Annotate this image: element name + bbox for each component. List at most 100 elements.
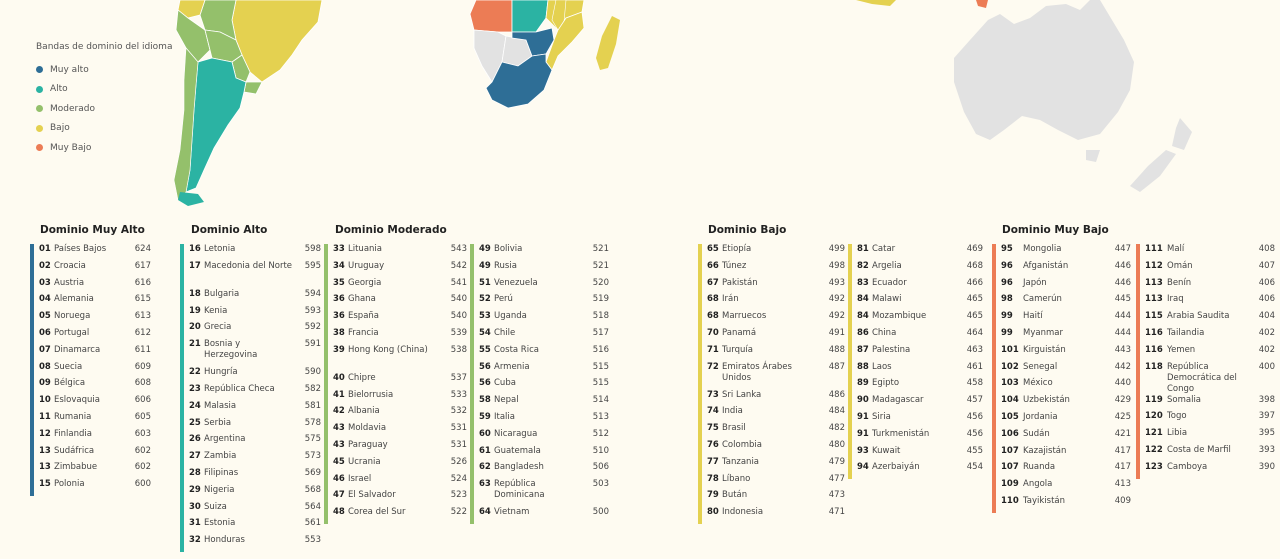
rank-number: 81 [857, 244, 869, 254]
country-name: Grecia [204, 322, 232, 333]
rank-number: 13 [39, 462, 51, 473]
ranking-row: 123 Camboya 390 [1145, 462, 1275, 479]
country-name: Finlandia [54, 428, 92, 439]
score-value: 537 [450, 372, 467, 383]
score-value: 400 [1258, 361, 1275, 372]
rank-number: 70 [707, 327, 719, 338]
country-name: Arabia Saudita [1167, 311, 1230, 322]
country-name: Kuwait [872, 445, 901, 456]
score-value: 526 [450, 456, 467, 467]
rank-number: 56 [479, 378, 491, 389]
rank-number: 07 [39, 344, 51, 355]
country-name: Somalia [1167, 394, 1202, 405]
rank-number: 121 [1145, 428, 1163, 439]
score-value: 468 [966, 260, 983, 271]
score-value: 612 [134, 327, 151, 338]
country-name: Letonia [204, 244, 236, 254]
ranking-row: 112 Omán 407 [1145, 261, 1275, 278]
ranking-row: 40 Chipre 537 [333, 373, 467, 390]
country-name: Ucrania [348, 456, 381, 467]
rank-number: 43 [333, 439, 345, 450]
ranking-row: 84 Mozambique 465 [857, 311, 983, 328]
rank-number: 19 [189, 305, 201, 316]
country-name: Angola [1023, 479, 1053, 490]
ranking-row: 120 Togo 397 [1145, 411, 1275, 428]
ranking-row: 94 Azerbaiyán 454 [857, 462, 983, 479]
score-value: 477 [828, 473, 845, 484]
rank-number: 103 [1001, 378, 1019, 389]
rank-number: 36 [333, 294, 345, 305]
ranking-row: 66 Túnez 498 [707, 261, 845, 278]
score-value: 464 [966, 327, 983, 338]
score-value: 500 [592, 507, 609, 518]
ranking-row: 77 Tanzania 479 [707, 457, 845, 474]
ranking-row: 10 Eslovaquia 606 [39, 395, 151, 412]
rank-number: 05 [39, 311, 51, 322]
ranking-row: 28 Filipinas 569 [189, 468, 321, 485]
ranking-row: 23 República Checa 582 [189, 384, 321, 401]
country-name: Polonia [54, 479, 85, 490]
africa [469, 0, 620, 109]
country-name: Catar [872, 244, 896, 254]
country-name: Albania [348, 406, 380, 417]
ranking-row: 29 Nigeria 568 [189, 485, 321, 502]
rank-number: 78 [707, 473, 719, 484]
score-value: 473 [828, 490, 845, 501]
score-value: 469 [966, 244, 983, 254]
score-value: 518 [592, 311, 609, 322]
ranking-row: 39 Hong Kong (China) 538 [333, 345, 467, 373]
country-name: Portugal [54, 327, 90, 338]
score-value: 444 [1114, 327, 1131, 338]
rank-number: 59 [479, 411, 491, 422]
rank-number: 13 [39, 445, 51, 456]
ranking-column-bajo: 81 Catar 469 82 Argelia 468 83 Ecuador 466 84 Mala… [848, 244, 983, 480]
ranking-row: 78 Líbano 477 [707, 474, 845, 491]
ranking-row: 96 Afganistán 446 [1001, 261, 1131, 278]
rank-number: 80 [707, 507, 719, 518]
country-name: Bosnia y Herzegovina [204, 339, 258, 361]
uruguay-region [243, 81, 263, 95]
ranking-row: 04 Alemania 615 [39, 294, 151, 311]
score-value: 600 [134, 479, 151, 490]
score-value: 575 [304, 434, 321, 445]
ranking-row: 36 España 540 [333, 311, 467, 328]
ranking-row: 113 Iraq 406 [1145, 294, 1275, 311]
score-value: 498 [828, 260, 845, 271]
legend-title: Bandas de dominio del idioma [36, 42, 173, 52]
country-name: Malasia [204, 400, 237, 411]
legend-label: Alto [50, 84, 68, 95]
score-value: 624 [134, 244, 151, 254]
country-name: El Salvador [348, 490, 396, 501]
country-name: Azerbaiyán [872, 462, 920, 473]
ranking-row: 61 Guatemala 510 [479, 446, 609, 463]
country-name: Colombia [722, 439, 762, 450]
new-zealand-south [1130, 150, 1176, 192]
score-value: 455 [966, 445, 983, 456]
rank-number: 106 [1001, 428, 1019, 439]
country-name: Rusia [494, 260, 517, 271]
ranking-row: 24 Malasia 581 [189, 401, 321, 418]
ranking-row: 101 Kirguistán 443 [1001, 345, 1131, 362]
legend-item: Muy alto [36, 60, 172, 80]
country-name: Macedonia del Norte [204, 260, 293, 271]
country-name: Lituania [348, 244, 382, 254]
country-name: Alemania [54, 294, 94, 305]
score-value: 393 [1258, 444, 1275, 455]
country-name: Bielorrusia [348, 389, 394, 400]
ranking-row: 115 Arabia Saudita 404 [1145, 311, 1275, 328]
score-value: 513 [592, 411, 609, 422]
ranking-row: 86 China 464 [857, 328, 983, 345]
score-value: 390 [1258, 461, 1275, 472]
ranking-row: 42 Albania 532 [333, 406, 467, 423]
score-value: 564 [304, 501, 321, 512]
rank-number: 99 [1001, 311, 1013, 322]
rank-number: 88 [857, 361, 869, 372]
country-name: Madagascar [872, 395, 924, 406]
rank-number: 54 [479, 327, 491, 338]
score-value: 516 [592, 344, 609, 355]
ranking-row: 109 Angola 413 [1001, 479, 1131, 496]
country-name: China [872, 327, 897, 338]
country-name: Ecuador [872, 277, 907, 288]
ranking-row: 91 Turkmenistán 456 [857, 429, 983, 446]
ranking-row: 54 Chile 517 [479, 328, 609, 345]
